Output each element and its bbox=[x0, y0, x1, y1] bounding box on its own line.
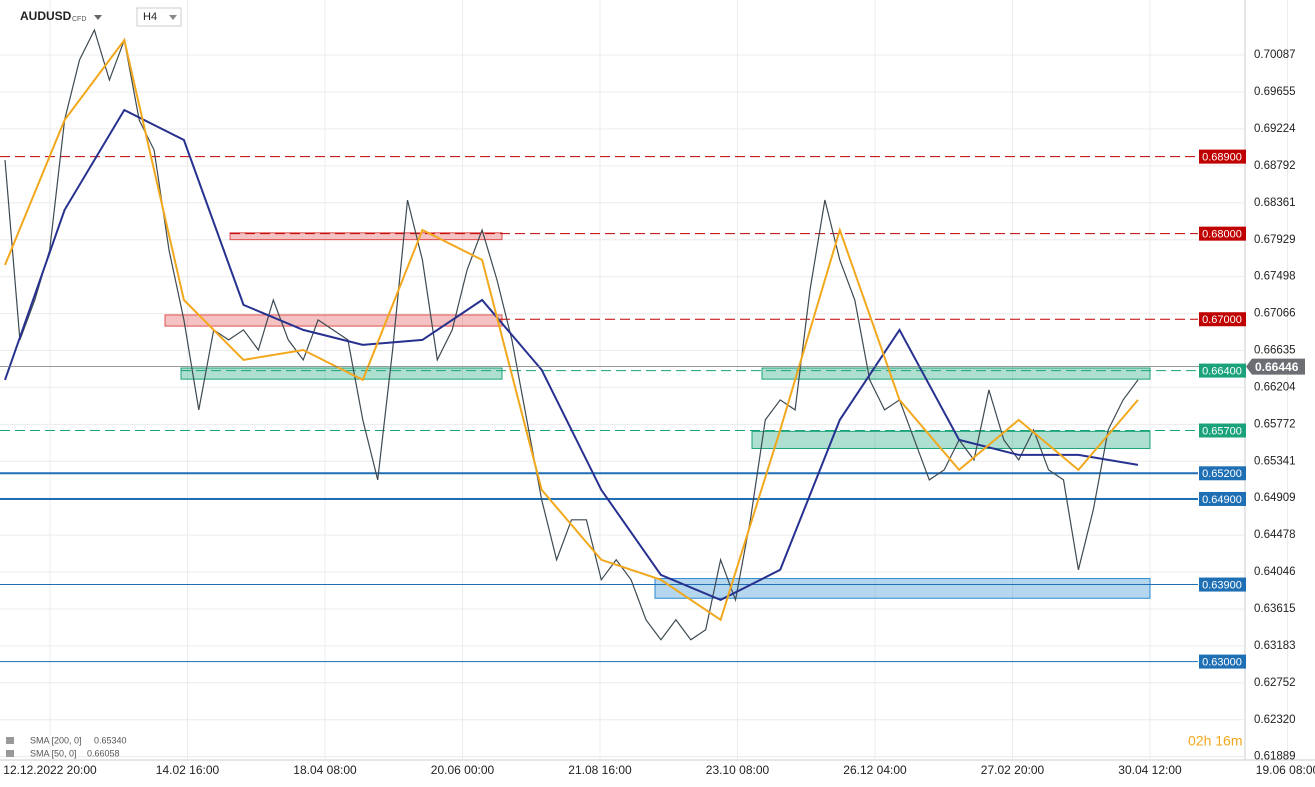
x-tick-label: 12.12.2022 20:00 bbox=[3, 763, 97, 777]
level-label: 0.67000 bbox=[1202, 314, 1242, 326]
legend-value: 0.65340 bbox=[94, 735, 127, 745]
y-tick-label: 0.63615 bbox=[1254, 603, 1296, 615]
y-tick-label: 0.67066 bbox=[1254, 308, 1296, 320]
y-tick-label: 0.66635 bbox=[1254, 345, 1296, 357]
zone bbox=[751, 430, 1151, 449]
x-tick-label: 14.02 16:00 bbox=[156, 763, 220, 777]
level-tag bbox=[1199, 312, 1246, 327]
legend-icon bbox=[6, 737, 14, 744]
y-tick-label: 0.64909 bbox=[1254, 492, 1296, 504]
level-tag bbox=[1199, 226, 1246, 241]
y-tick-label: 0.69655 bbox=[1254, 86, 1296, 98]
y-tick-label: 0.67498 bbox=[1254, 271, 1296, 283]
x-tick-label: 26.12 04:00 bbox=[843, 763, 907, 777]
level-label: 0.65200 bbox=[1202, 468, 1242, 480]
x-tick-label: 18.04 08:00 bbox=[293, 763, 357, 777]
y-tick-label: 0.63183 bbox=[1254, 640, 1296, 652]
timeframe-select[interactable] bbox=[136, 7, 182, 27]
y-tick-label: 0.70087 bbox=[1254, 49, 1296, 61]
legend-name: SMA [200, 0] bbox=[30, 735, 82, 745]
zone bbox=[229, 232, 503, 241]
level-tag bbox=[1199, 423, 1246, 438]
y-tick-label: 0.66204 bbox=[1254, 381, 1296, 393]
level-label: 0.64900 bbox=[1202, 494, 1242, 506]
level-tag bbox=[1199, 577, 1246, 592]
axes: 0.70087 0.69655 0.69224 0.68792 0.68361 0.679… bbox=[3, 49, 1315, 777]
level-label: 0.65700 bbox=[1202, 425, 1242, 437]
y-tick-label: 0.65341 bbox=[1254, 455, 1296, 467]
level-tag bbox=[1199, 654, 1246, 669]
current-price-label: 0.66446 bbox=[1255, 360, 1299, 374]
level-label: 0.68900 bbox=[1202, 152, 1242, 164]
series-line bbox=[4, 37, 1139, 622]
level-tag bbox=[1199, 466, 1246, 481]
y-tick-label: 0.67929 bbox=[1254, 234, 1296, 246]
legend-value: 0.66058 bbox=[87, 748, 120, 758]
y-tick-label: 0.61889 bbox=[1254, 751, 1296, 763]
y-tick-label: 0.62752 bbox=[1254, 677, 1296, 689]
series-line bbox=[4, 108, 1139, 602]
dropdown-arrow[interactable] bbox=[94, 15, 102, 20]
level-label: 0.63900 bbox=[1202, 579, 1242, 591]
y-tick-label: 0.68792 bbox=[1254, 160, 1296, 172]
countdown: 02h 16m bbox=[1188, 733, 1242, 749]
y-tick-label: 0.64478 bbox=[1254, 529, 1296, 541]
level-label: 0.63000 bbox=[1202, 656, 1242, 668]
level-tag bbox=[1199, 491, 1246, 506]
legend-name: SMA [50, 0] bbox=[30, 748, 77, 758]
y-tick-label: 0.62320 bbox=[1254, 714, 1296, 726]
x-tick-label: 23.10 08:00 bbox=[706, 763, 770, 777]
symbol[interactable]: AUDUSD bbox=[20, 9, 72, 23]
y-tick-label: 0.65772 bbox=[1254, 418, 1296, 430]
y-tick-label: 0.64046 bbox=[1254, 566, 1296, 578]
level-tag bbox=[1199, 363, 1246, 378]
x-tick-label: 21.08 16:00 bbox=[568, 763, 632, 777]
x-tick-label: 20.06 00:00 bbox=[431, 763, 495, 777]
legend-icon bbox=[6, 750, 14, 757]
current-price-tag bbox=[1246, 358, 1305, 375]
y-tick-label: 0.68361 bbox=[1254, 197, 1296, 209]
y-tick-label: 0.69224 bbox=[1254, 123, 1296, 135]
instrument: CFD bbox=[72, 16, 86, 23]
level-label: 0.66400 bbox=[1202, 365, 1242, 377]
x-tick-label: 19.06 08:00 bbox=[1256, 763, 1315, 777]
zone bbox=[654, 578, 1151, 599]
x-tick-label: 27.02 20:00 bbox=[981, 763, 1045, 777]
grid bbox=[0, 0, 1288, 760]
dropdown-arrow[interactable] bbox=[169, 15, 177, 20]
zone bbox=[164, 314, 503, 327]
zone bbox=[761, 367, 1151, 380]
level-tag bbox=[1199, 149, 1246, 164]
level-label: 0.68000 bbox=[1202, 229, 1242, 241]
x-tick-label: 30.04 12:00 bbox=[1118, 763, 1182, 777]
timeframe[interactable]: H4 bbox=[143, 11, 157, 23]
series-line bbox=[4, 28, 1139, 641]
zone bbox=[180, 367, 503, 380]
plot bbox=[0, 28, 1245, 663]
